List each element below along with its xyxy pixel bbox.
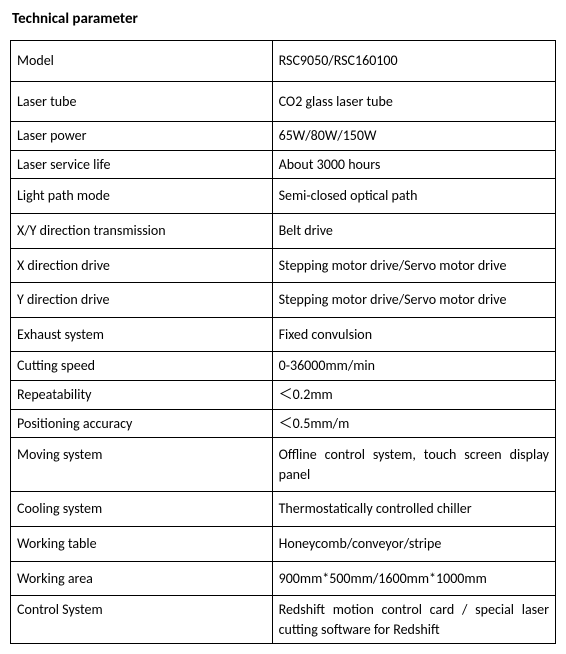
param-cell: Light path mode	[11, 179, 273, 214]
value-cell: ＜0.2mm	[272, 380, 555, 409]
param-cell: Model	[11, 41, 273, 82]
table-row: Light path modeSemi-closed optical path	[11, 179, 556, 214]
param-cell: Moving system	[11, 438, 273, 492]
table-row: Repeatability＜0.2mm	[11, 380, 556, 409]
table-row: Control SystemRedshift motion control ca…	[11, 596, 556, 644]
table-row: ModelRSC9050/RSC160100	[11, 41, 556, 82]
value-cell: ＜0.5mm/m	[272, 409, 555, 438]
value-cell: 65W/80W/150W	[272, 122, 555, 151]
param-cell: X/Y direction transmission	[11, 213, 273, 248]
param-cell: Cooling system	[11, 492, 273, 527]
value-cell: 0-36000mm/min	[272, 352, 555, 381]
value-cell: 900mm*500mm/1600mm*1000mm	[272, 561, 555, 596]
table-row: X direction driveStepping motor drive/Se…	[11, 248, 556, 283]
spec-table: ModelRSC9050/RSC160100Laser tubeCO2 glas…	[10, 40, 556, 644]
table-row: Moving systemOffline control system, tou…	[11, 438, 556, 492]
table-row: Cutting speed0-36000mm/min	[11, 352, 556, 381]
value-cell: Stepping motor drive/Servo motor drive	[272, 248, 555, 283]
page-title: Technical parameter	[10, 10, 556, 28]
value-cell: Honeycomb/conveyor/stripe	[272, 526, 555, 561]
param-cell: X direction drive	[11, 248, 273, 283]
table-row: Cooling systemThermostatically controlle…	[11, 492, 556, 527]
param-cell: Working area	[11, 561, 273, 596]
param-cell: Laser power	[11, 122, 273, 151]
param-cell: Laser tube	[11, 81, 273, 122]
value-cell: Offline control system, touch screen dis…	[272, 438, 555, 492]
value-cell: Thermostatically controlled chiller	[272, 492, 555, 527]
table-row: Laser service lifeAbout 3000 hours	[11, 150, 556, 179]
value-cell: Fixed convulsion	[272, 317, 555, 352]
param-cell: Laser service life	[11, 150, 273, 179]
param-cell: Cutting speed	[11, 352, 273, 381]
value-cell: About 3000 hours	[272, 150, 555, 179]
table-row: Working area900mm*500mm/1600mm*1000mm	[11, 561, 556, 596]
value-cell: Semi-closed optical path	[272, 179, 555, 214]
table-row: Exhaust systemFixed convulsion	[11, 317, 556, 352]
table-row: Laser tubeCO2 glass laser tube	[11, 81, 556, 122]
value-cell: CO2 glass laser tube	[272, 81, 555, 122]
table-row: Working tableHoneycomb/conveyor/stripe	[11, 526, 556, 561]
table-row: Positioning accuracy＜0.5mm/m	[11, 409, 556, 438]
table-row: X/Y direction transmissionBelt drive	[11, 213, 556, 248]
table-row: Y direction driveStepping motor drive/Se…	[11, 283, 556, 318]
value-cell: RSC9050/RSC160100	[272, 41, 555, 82]
param-cell: Repeatability	[11, 380, 273, 409]
table-row: Laser power65W/80W/150W	[11, 122, 556, 151]
value-cell: Stepping motor drive/Servo motor drive	[272, 283, 555, 318]
param-cell: Y direction drive	[11, 283, 273, 318]
value-cell: Redshift motion control card / special l…	[272, 596, 555, 644]
value-cell: Belt drive	[272, 213, 555, 248]
param-cell: Positioning accuracy	[11, 409, 273, 438]
param-cell: Control System	[11, 596, 273, 644]
param-cell: Exhaust system	[11, 317, 273, 352]
param-cell: Working table	[11, 526, 273, 561]
